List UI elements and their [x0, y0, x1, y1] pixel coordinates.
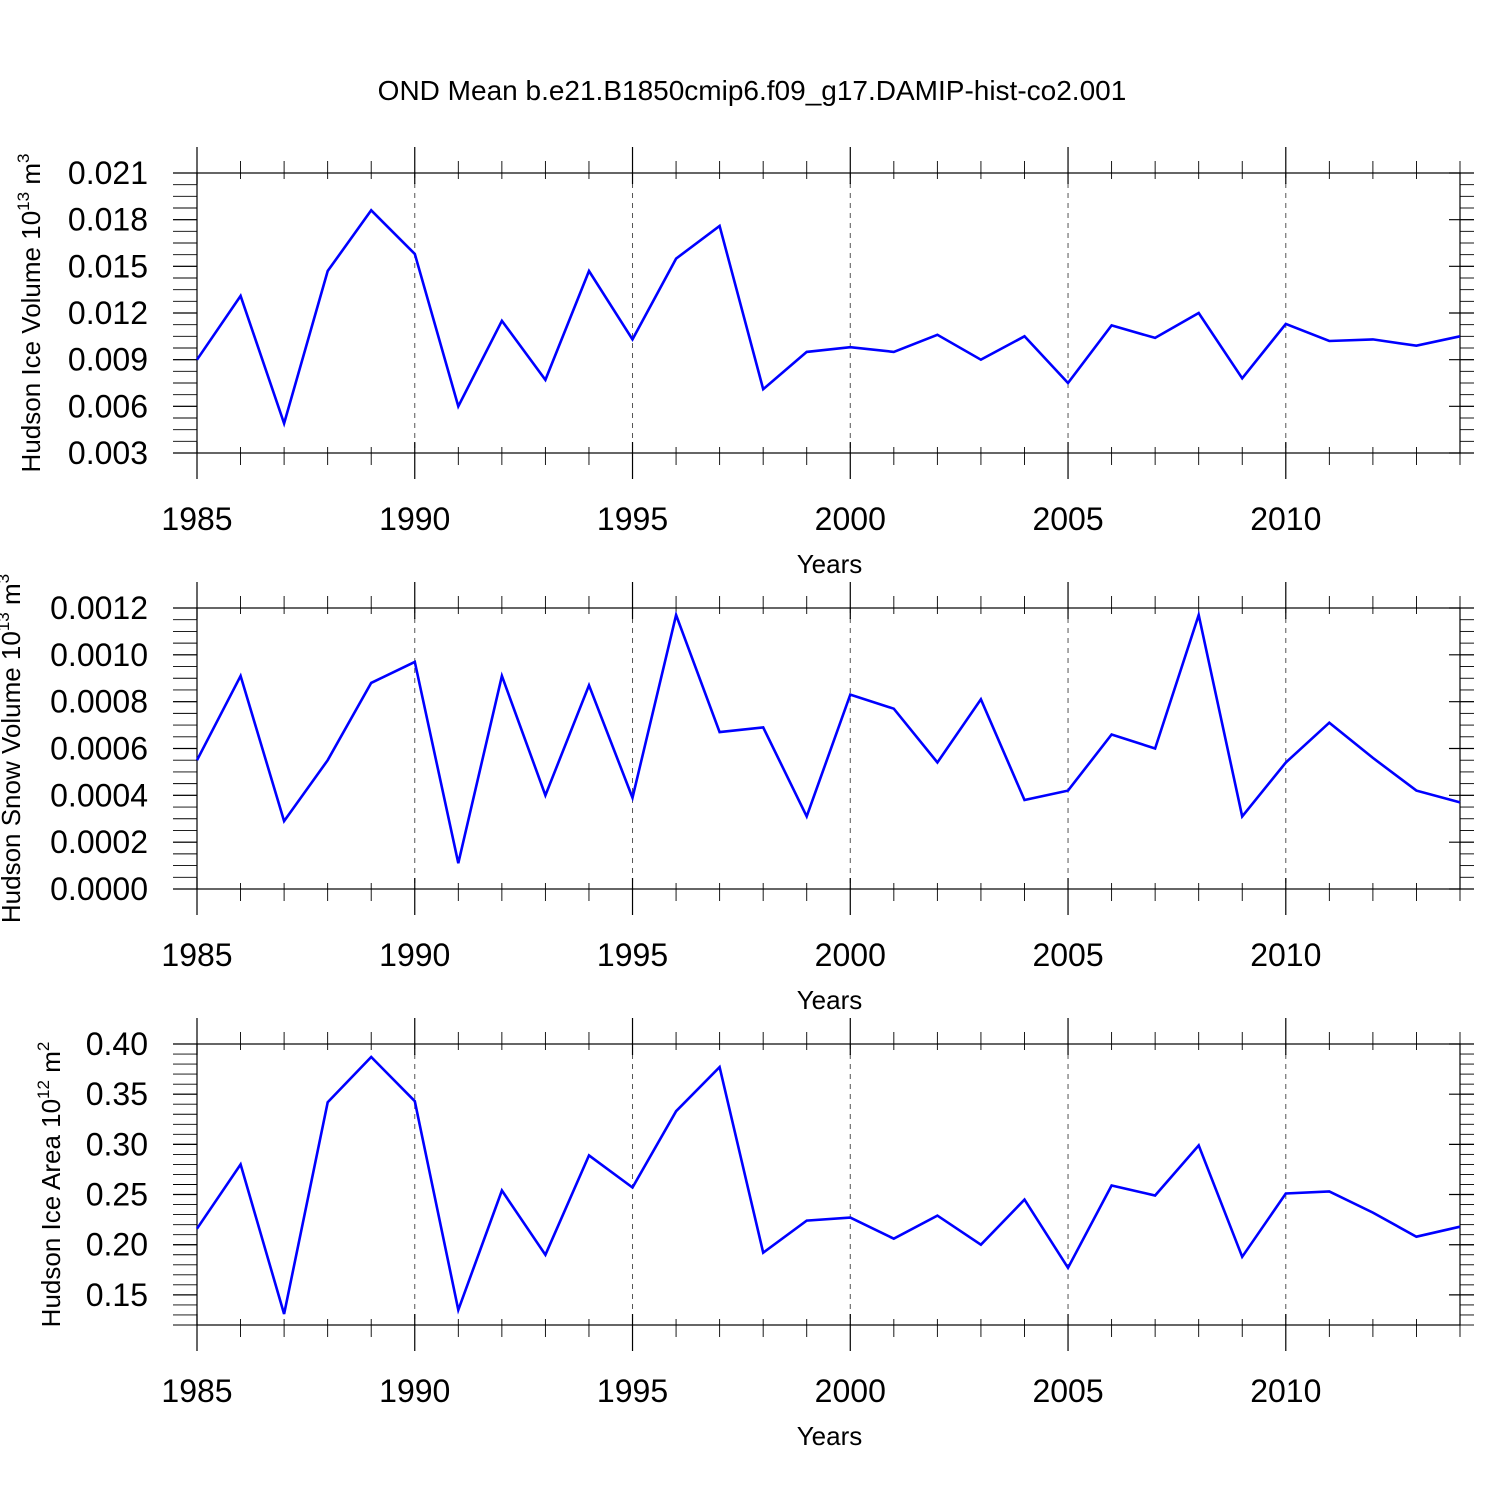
plot-frame [196, 172, 1461, 454]
plot-frame [196, 1043, 1461, 1326]
x-tick-label: 1990 [379, 501, 450, 537]
y-axis-label-text: Hudson Snow Volume 10 [0, 631, 26, 923]
x-tick-label: 1985 [161, 501, 232, 537]
y-tick-label: 0.0006 [50, 731, 148, 767]
x-axis-label: Years [797, 549, 863, 579]
y-tick-label: 0.30 [86, 1126, 148, 1162]
y-tick-label: 0.15 [86, 1277, 148, 1313]
plot-frame [196, 607, 1461, 890]
y-axis-label: Hudson Ice Area 1012 m2 [34, 1042, 66, 1328]
x-tick-label: 2000 [815, 937, 886, 973]
x-tick-label: 2005 [1032, 1373, 1103, 1409]
panel-1: 0.003 0.006 0.009 0.012 0.015 0.018 0.021 1985 1… [14, 147, 1474, 579]
panels: 0.003 0.006 0.009 0.012 0.015 0.018 0.021 1985 1… [0, 147, 1474, 1451]
panel-2: 0.0000 0.0002 0.0004 0.0006 0.0008 0.0010 0.00… [0, 574, 1474, 1015]
x-tick-label: 1995 [597, 501, 668, 537]
x-tick-label: 1985 [161, 937, 232, 973]
y-axis-label: Hudson Snow Volume 1013 m3 [0, 574, 26, 923]
x-tick-label: 1995 [597, 937, 668, 973]
y-tick-label: 0.003 [68, 435, 148, 471]
y-axis-label-unit-exponent: 2 [34, 1042, 53, 1051]
y-tick-label: 0.009 [68, 342, 148, 378]
y-axis-label: Hudson Ice Volume 1013 m3 [14, 154, 46, 473]
x-tick-label: 2005 [1032, 501, 1103, 537]
y-tick-label: 0.015 [68, 248, 148, 284]
y-tick-label: 0.0008 [50, 684, 148, 720]
chart-title: OND Mean b.e21.B1850cmip6.f09_g17.DAMIP-… [378, 75, 1127, 106]
y-axis-label-unit: m [16, 163, 46, 192]
y-tick-label: 0.0004 [50, 777, 148, 813]
x-tick-label: 1990 [379, 1373, 450, 1409]
x-axis-label: Years [797, 1421, 863, 1451]
y-tick-label: 0.35 [86, 1076, 148, 1112]
y-tick-label: 0.018 [68, 202, 148, 238]
y-tick-label: 0.012 [68, 295, 148, 331]
y-tick-label: 0.0010 [50, 637, 148, 673]
x-tick-label: 1985 [161, 1373, 232, 1409]
y-axis-label-exponent: 13 [0, 612, 13, 631]
y-axis-label-exponent: 13 [14, 192, 33, 211]
y-axis-label-text: Hudson Ice Area 10 [36, 1099, 66, 1327]
y-tick-label: 0.006 [68, 388, 148, 424]
y-axis-label-text: Hudson Ice Volume 10 [16, 211, 46, 473]
x-tick-label: 2010 [1250, 501, 1321, 537]
series-line [195, 1055, 1461, 1315]
y-tick-label: 0.40 [86, 1026, 148, 1062]
x-tick-label: 1990 [379, 937, 450, 973]
x-axis-label: Years [797, 985, 863, 1015]
series-line [195, 208, 1461, 428]
y-axis-label-exponent: 12 [34, 1080, 53, 1099]
y-tick-label: 0.021 [68, 155, 148, 191]
panel-3: 0.15 0.20 0.25 0.30 0.35 0.40 1985 1990 1995 2000… [34, 1018, 1474, 1451]
x-tick-label: 2005 [1032, 937, 1103, 973]
y-tick-label: 0.0002 [50, 824, 148, 860]
x-tick-label: 2000 [815, 501, 886, 537]
x-tick-label: 2010 [1250, 937, 1321, 973]
y-axis-label-unit: m [0, 583, 26, 612]
y-axis-label-unit: m [36, 1051, 66, 1080]
x-tick-label: 2010 [1250, 1373, 1321, 1409]
y-tick-label: 0.25 [86, 1177, 148, 1213]
y-tick-label: 0.0012 [50, 590, 148, 626]
y-axis-label-unit-exponent: 3 [14, 154, 33, 163]
series-line [195, 610, 1461, 864]
y-tick-label: 0.20 [86, 1227, 148, 1263]
y-tick-label: 0.0000 [50, 871, 148, 907]
x-tick-label: 2000 [815, 1373, 886, 1409]
x-tick-label: 1995 [597, 1373, 668, 1409]
y-axis-label-unit-exponent: 3 [0, 574, 13, 583]
